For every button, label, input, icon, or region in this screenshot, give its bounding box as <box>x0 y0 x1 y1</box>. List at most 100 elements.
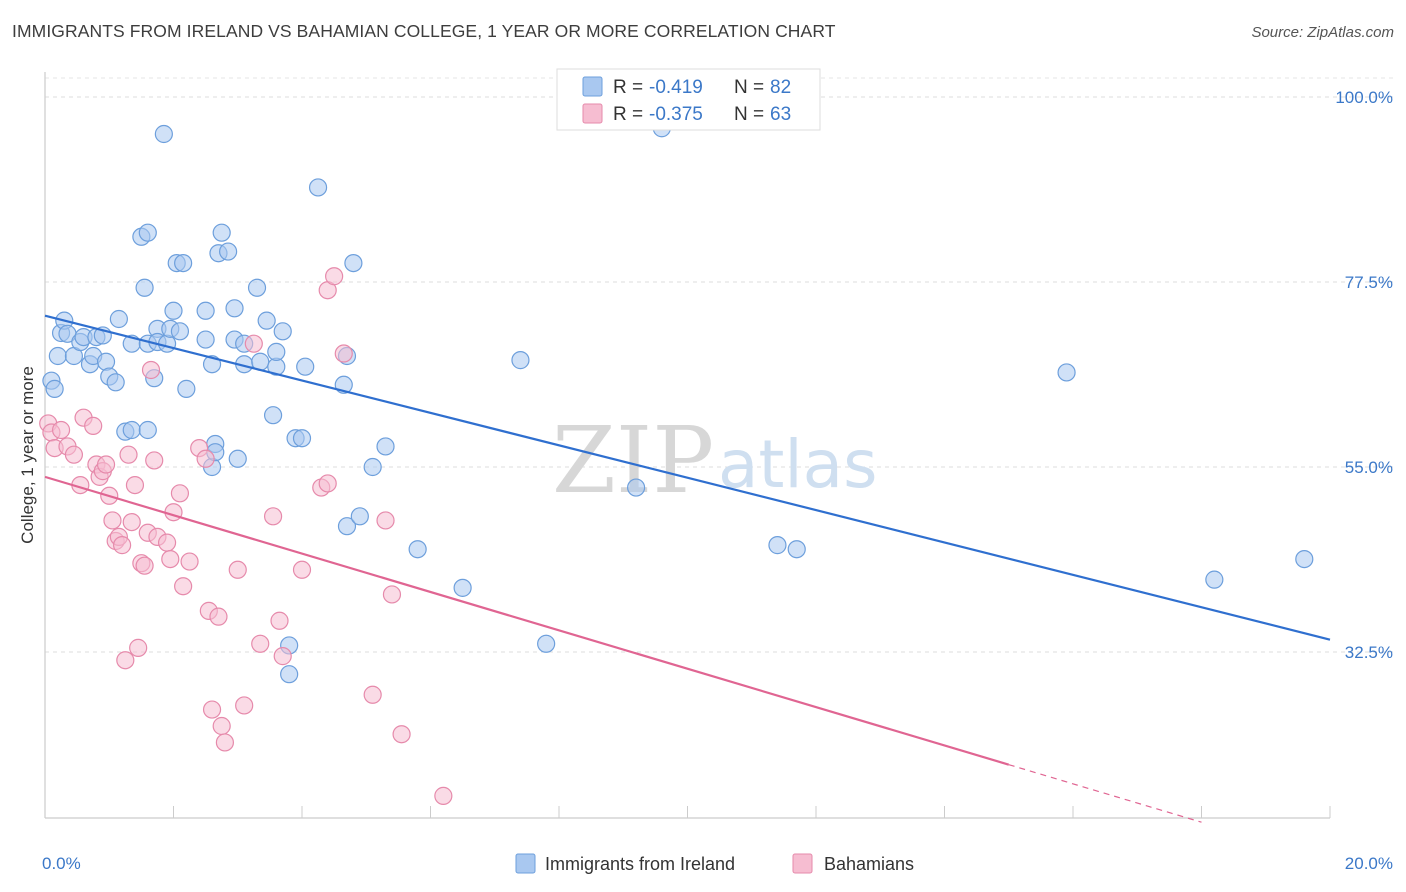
legend-r-label-2: R = <box>613 104 643 125</box>
point-ireland-68 <box>363 457 382 477</box>
point-bahamians-39 <box>209 607 228 626</box>
y-tick-label-2: 55.0% <box>1345 458 1393 477</box>
point-ireland-58 <box>280 665 299 684</box>
point-bahamians-30 <box>161 549 180 569</box>
point-bahamians-40 <box>212 716 231 736</box>
point-ireland-77 <box>768 536 787 555</box>
point-ireland-35 <box>177 379 196 398</box>
point-bahamians-29 <box>157 533 177 552</box>
chart-title: IMMIGRANTS FROM IRELAND VS BAHAMIAN COLL… <box>12 21 836 41</box>
point-bahamians-53 <box>325 267 344 286</box>
point-bahamians-19 <box>119 445 138 464</box>
point-bahamians-59 <box>434 786 453 805</box>
point-bahamians-22 <box>129 638 148 657</box>
point-bahamians-20 <box>122 512 141 532</box>
point-bahamians-43 <box>235 696 254 715</box>
point-ireland-56 <box>273 322 292 341</box>
source-label: Source: ZipAtlas.com <box>1251 24 1394 41</box>
point-ireland-34 <box>174 253 193 273</box>
point-bahamians-51 <box>318 474 337 493</box>
point-ireland-64 <box>337 517 357 536</box>
legend-r-value-2: -0.375 <box>649 104 703 125</box>
trendline-1 <box>44 475 1010 766</box>
point-ireland-52 <box>257 311 276 330</box>
point-ireland-13 <box>96 352 116 371</box>
watermark-atlas: atlas <box>718 426 878 503</box>
x-tick-labels: 0.0% 20.0% <box>42 854 1393 873</box>
point-ireland-18 <box>122 420 141 440</box>
legend-n-value-1: 82 <box>770 77 791 98</box>
point-bahamians-58 <box>392 725 411 744</box>
bottom-legend-label-bahamians: Bahamians <box>824 854 914 874</box>
x-tick-label-0: 0.0% <box>42 854 81 873</box>
point-bahamians-47 <box>270 611 289 630</box>
point-ireland-55 <box>267 342 286 361</box>
legend-swatch-blue <box>582 76 603 97</box>
legend-swatch-pink <box>582 103 603 124</box>
point-ireland-74 <box>626 478 646 497</box>
point-bahamians-31 <box>164 503 183 522</box>
trendline-2 <box>1008 764 1202 823</box>
point-ireland-21 <box>135 278 154 297</box>
point-bahamians-36 <box>196 449 215 468</box>
point-bahamians-54 <box>334 344 353 363</box>
point-bahamians-27 <box>145 451 164 470</box>
point-ireland-33 <box>170 322 190 341</box>
point-ireland-72 <box>511 351 530 370</box>
point-ireland-79 <box>1057 363 1076 382</box>
legend-n-label-2: N = <box>734 104 764 125</box>
point-ireland-43 <box>212 223 231 242</box>
point-ireland-69 <box>376 437 395 456</box>
point-bahamians-34 <box>180 552 199 571</box>
point-ireland-50 <box>247 278 267 297</box>
point-bahamians-33 <box>174 577 193 596</box>
point-ireland-53 <box>263 406 283 425</box>
point-bahamians-44 <box>244 334 263 353</box>
point-ireland-70 <box>408 540 427 559</box>
point-ireland-71 <box>453 578 472 597</box>
point-ireland-1 <box>45 379 64 398</box>
point-bahamians-21 <box>125 475 145 495</box>
point-ireland-66 <box>344 253 363 273</box>
point-bahamians-45 <box>251 634 270 653</box>
point-ireland-24 <box>138 420 157 440</box>
point-bahamians-55 <box>363 685 382 704</box>
y-axis-title: College, 1 year or more <box>18 366 37 544</box>
point-ireland-81 <box>1295 549 1314 569</box>
point-bahamians-41 <box>215 733 234 752</box>
point-ireland-16 <box>109 309 128 329</box>
point-ireland-45 <box>225 299 244 318</box>
bottom-legend-swatch-blue <box>515 853 536 874</box>
point-ireland-61 <box>296 357 315 376</box>
point-ireland-28 <box>154 124 173 144</box>
point-ireland-37 <box>196 330 215 349</box>
point-ireland-73 <box>537 634 556 653</box>
point-bahamians-48 <box>273 647 292 666</box>
legend-n-value-2: 63 <box>770 104 791 125</box>
watermark-zip: ZIP <box>552 407 714 514</box>
point-ireland-2 <box>48 346 67 366</box>
point-ireland-60 <box>292 429 312 448</box>
point-ireland-22 <box>138 223 157 242</box>
x-tick-label-1: 20.0% <box>1345 854 1393 873</box>
point-ireland-15 <box>106 373 125 392</box>
point-bahamians-42 <box>228 560 247 579</box>
point-bahamians-49 <box>292 560 312 579</box>
y-tick-label-0: 100.0% <box>1335 88 1393 107</box>
point-bahamians-46 <box>263 507 283 526</box>
point-bahamians-57 <box>382 585 402 604</box>
point-bahamians-17 <box>112 536 132 555</box>
point-bahamians-14 <box>103 511 122 530</box>
legend-r-label-1: R = <box>613 77 643 98</box>
point-bahamians-8 <box>84 416 103 435</box>
x-tick-marks <box>44 806 1331 818</box>
legend-n-label-1: N = <box>734 77 764 98</box>
top-legend: R = -0.419 N = 82 R = -0.375 N = 63 <box>556 68 821 131</box>
trendline-0 <box>44 314 1331 641</box>
point-bahamians-38 <box>202 700 222 719</box>
bottom-legend-swatch-pink <box>792 853 813 874</box>
y-tick-label-1: 77.5% <box>1345 273 1393 292</box>
bottom-legend-label-ireland: Immigrants from Ireland <box>545 854 735 874</box>
point-ireland-29 <box>157 334 177 353</box>
